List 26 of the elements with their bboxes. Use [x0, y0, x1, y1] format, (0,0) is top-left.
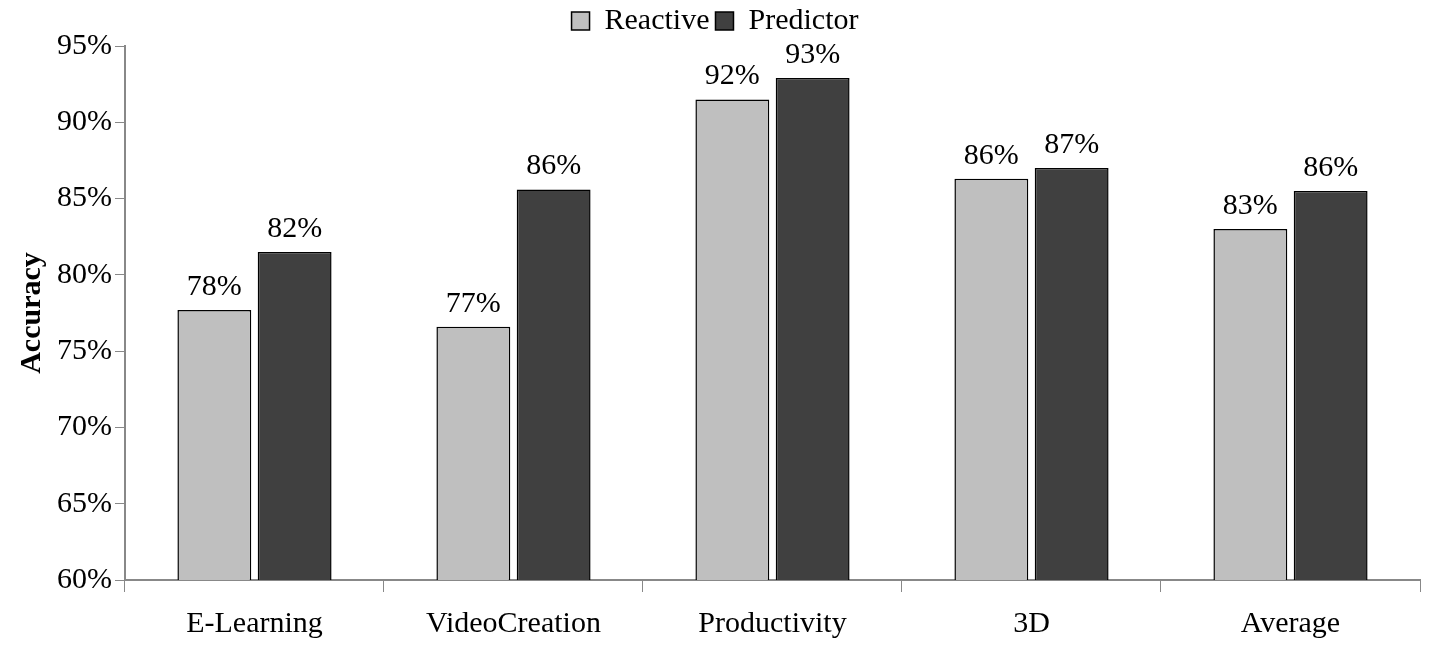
- y-tick-label: 90%: [56, 103, 112, 137]
- y-tick-label: 65%: [56, 484, 112, 518]
- data-label: 93%: [785, 35, 841, 69]
- data-label: 87%: [1044, 125, 1100, 159]
- y-tick-label: 60%: [56, 560, 112, 594]
- y-axis-title: Accuracy: [12, 252, 46, 374]
- y-tick-label: 70%: [56, 408, 112, 442]
- x-tick-label: Productivity: [698, 604, 847, 638]
- data-label: 86%: [526, 147, 582, 181]
- data-label: 77%: [445, 284, 501, 318]
- data-label: 86%: [963, 136, 1019, 170]
- legend-label: Reactive: [604, 1, 710, 35]
- data-label: 78%: [186, 267, 242, 301]
- x-tick-label: E-Learning: [186, 604, 323, 638]
- y-tick-label: 85%: [56, 179, 112, 213]
- y-tick-label: 80%: [56, 255, 112, 289]
- x-tick-label: 3D: [1013, 604, 1050, 638]
- x-tick-label: Average: [1240, 604, 1341, 638]
- data-label: 86%: [1303, 148, 1359, 182]
- data-label: 82%: [267, 209, 323, 243]
- x-tick-label: VideoCreation: [426, 604, 601, 638]
- legend-label: Predictor: [748, 1, 859, 35]
- data-label: 92%: [704, 57, 760, 91]
- y-tick-label: 75%: [56, 332, 112, 366]
- y-tick-label: 95%: [56, 26, 112, 60]
- data-label: 83%: [1222, 186, 1278, 220]
